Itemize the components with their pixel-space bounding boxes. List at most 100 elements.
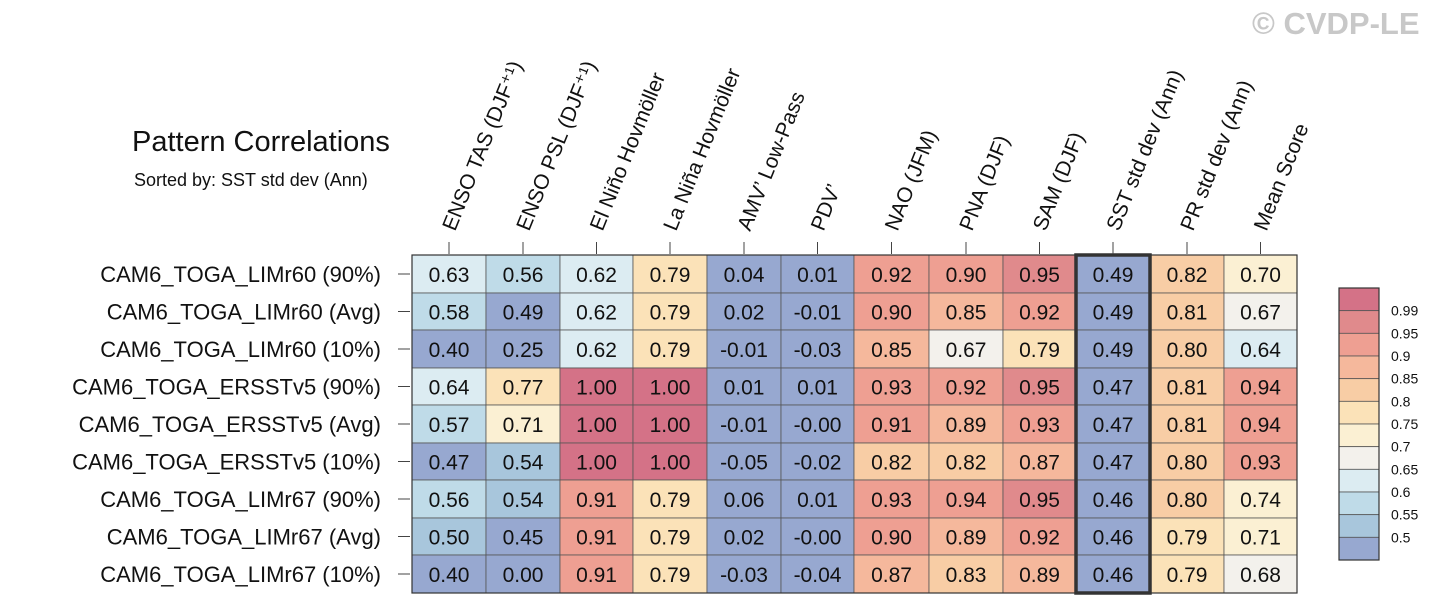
cell-value-label: 1.00 <box>650 452 691 475</box>
cell-value-label: 1.00 <box>576 414 617 437</box>
cell-value-label: 0.68 <box>1240 564 1281 587</box>
heatmap-cell <box>411 367 487 406</box>
colorbar-label: 0.95 <box>1391 325 1418 341</box>
cell-value-label: 0.40 <box>429 339 470 362</box>
cell-value-label: -0.00 <box>794 414 842 437</box>
heatmap-cell <box>853 442 930 481</box>
heatmap-cell <box>1075 517 1151 556</box>
cell-value-label: 0.94 <box>946 489 987 512</box>
cell-value-label: 0.62 <box>576 302 617 325</box>
cell-value-label: 0.89 <box>946 527 987 550</box>
colorbar-swatch <box>1338 287 1380 312</box>
cell-value-label: 0.06 <box>724 489 765 512</box>
cell-value-label: 0.80 <box>1167 339 1208 362</box>
cell-value-label: 0.64 <box>429 377 470 400</box>
heatmap-cell <box>1075 442 1151 481</box>
cell-value-label: 0.79 <box>650 339 691 362</box>
heatmap-cell <box>780 292 855 331</box>
cell-value-label: 0.79 <box>650 264 691 287</box>
cell-value-label: 0.40 <box>429 564 470 587</box>
colorbar-label: 0.75 <box>1391 416 1418 432</box>
cell-value-label: 0.82 <box>946 452 987 475</box>
colorbar-swatch <box>1338 536 1380 561</box>
heatmap-cell <box>559 554 634 594</box>
heatmap-cell <box>706 292 782 331</box>
cell-value-label: 1.00 <box>650 414 691 437</box>
cell-value-label: 0.47 <box>1093 377 1134 400</box>
heatmap-cell <box>559 517 634 556</box>
cell-value-label: 0.80 <box>1167 489 1208 512</box>
colorbar-swatch <box>1338 378 1380 402</box>
cell-value-label: 0.25 <box>503 339 544 362</box>
heatmap-cell <box>411 329 487 369</box>
column-label: PNA (DJF) <box>955 132 1014 234</box>
cell-value-label: 0.90 <box>871 527 912 550</box>
cell-value-label: 0.46 <box>1093 527 1134 550</box>
heatmap-cell <box>853 554 930 594</box>
heatmap-cell <box>928 404 1004 444</box>
cell-value-label: 1.00 <box>650 377 691 400</box>
heatmap-cell <box>559 479 634 519</box>
cell-value-label: 0.94 <box>1240 414 1281 437</box>
cell-value-label: 0.87 <box>1019 452 1060 475</box>
cell-value-label: 0.92 <box>1019 302 1060 325</box>
cell-value-label: 0.49 <box>1093 339 1134 362</box>
cell-value-label: 0.91 <box>871 414 912 437</box>
heatmap-cell <box>559 404 634 444</box>
heatmap-cell <box>706 517 782 556</box>
heatmap-cell <box>1223 554 1298 594</box>
heatmap-cell <box>853 479 930 519</box>
column-label: PDV’ <box>807 181 846 234</box>
cell-value-label: 0.56 <box>503 264 544 287</box>
row-label: CAM6_TOGA_LIMr67 (Avg) <box>107 525 381 550</box>
heatmap-cell <box>1223 479 1298 519</box>
heatmap-cell <box>411 479 487 519</box>
heatmap-cell <box>632 517 708 556</box>
colorbar-swatch <box>1338 400 1380 425</box>
cell-value-label: 0.47 <box>429 452 470 475</box>
heatmap-cell <box>706 404 782 444</box>
cell-value-label: 0.56 <box>429 489 470 512</box>
cell-value-label: 0.00 <box>503 564 544 587</box>
heatmap-cell <box>780 367 855 406</box>
heatmap-cell <box>928 292 1004 331</box>
cell-value-label: 0.02 <box>724 302 765 325</box>
cell-value-label: 0.62 <box>576 264 617 287</box>
cell-value-label: 0.04 <box>724 264 765 287</box>
cell-value-label: -0.01 <box>720 339 768 362</box>
cell-value-label: 0.79 <box>650 302 691 325</box>
colorbar-swatch <box>1338 355 1380 380</box>
cell-value-label: 0.79 <box>1019 339 1060 362</box>
highlighted-column-box <box>1074 253 1152 595</box>
cell-value-label: 0.47 <box>1093 414 1134 437</box>
column-label: ENSO PSL (DJF⁺¹) <box>512 58 601 234</box>
heatmap-cell <box>632 254 708 294</box>
heatmap-cell <box>853 367 930 406</box>
cell-value-label: -0.03 <box>720 564 768 587</box>
cell-value-label: 0.46 <box>1093 489 1134 512</box>
heatmap-cell <box>485 554 561 594</box>
cell-value-label: -0.01 <box>720 414 768 437</box>
chart-subtitle: Sorted by: SST std dev (Ann) <box>134 170 368 190</box>
colorbar-label: 0.99 <box>1391 303 1418 319</box>
column-label: PR std dev (Ann) <box>1176 77 1257 234</box>
cell-value-label: 0.79 <box>1167 527 1208 550</box>
cell-value-label: -0.04 <box>794 564 842 587</box>
cell-value-label: 0.89 <box>1019 564 1060 587</box>
heatmap-cell <box>1002 554 1077 594</box>
cell-value-label: 1.00 <box>576 452 617 475</box>
heatmap-cell <box>1075 292 1151 331</box>
colorbar-swatch <box>1338 514 1380 538</box>
column-label: La Niña Hovmöller <box>659 65 745 234</box>
heatmap-cell <box>780 479 855 519</box>
cell-value-label: 0.89 <box>946 414 987 437</box>
heatmap-cell <box>706 329 782 369</box>
cell-value-label: 0.81 <box>1167 414 1208 437</box>
colorbar-swatch <box>1338 332 1380 357</box>
row-label: CAM6_TOGA_LIMr60 (90%) <box>100 262 381 287</box>
cell-value-label: 0.91 <box>576 564 617 587</box>
cell-value-label: 0.93 <box>1019 414 1060 437</box>
cell-value-label: 0.50 <box>429 527 470 550</box>
cell-value-label: 0.85 <box>871 339 912 362</box>
cell-value-label: 0.45 <box>503 527 544 550</box>
